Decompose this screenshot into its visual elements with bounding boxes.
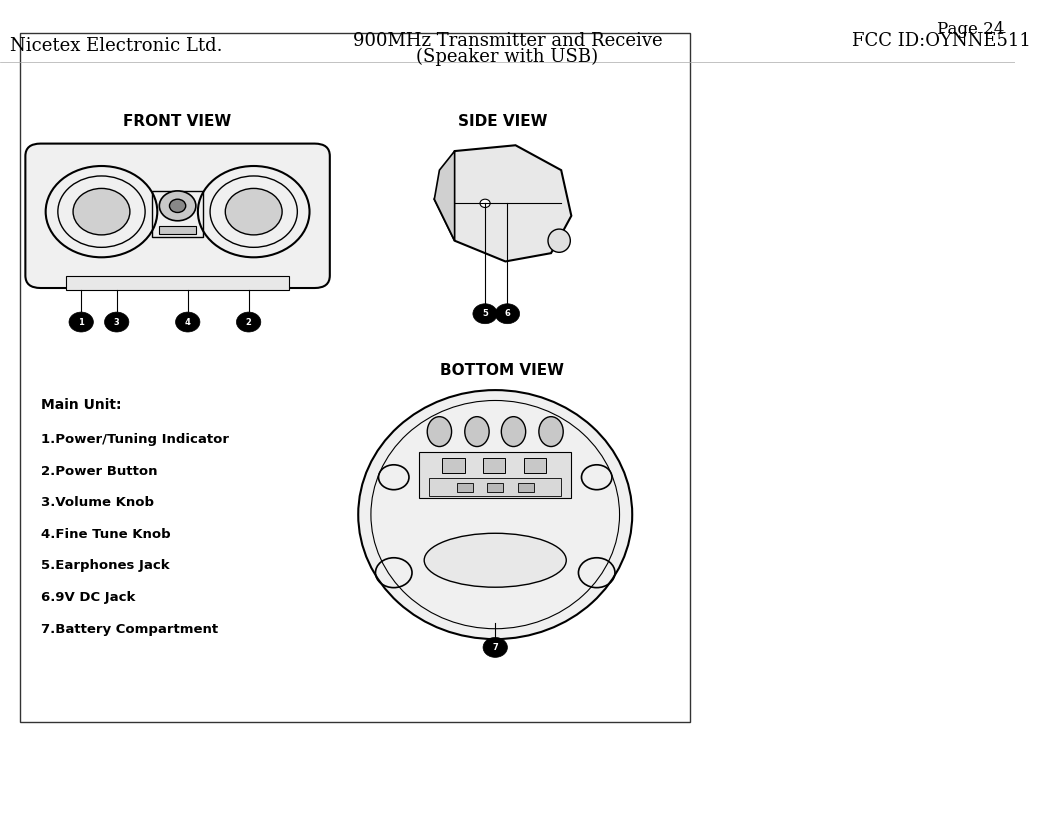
Circle shape <box>237 312 261 332</box>
Text: SIDE VIEW: SIDE VIEW <box>458 114 547 129</box>
Text: 7: 7 <box>493 643 498 652</box>
Ellipse shape <box>548 229 570 252</box>
Circle shape <box>175 312 200 332</box>
Circle shape <box>483 637 508 657</box>
Circle shape <box>225 188 282 235</box>
Text: FRONT VIEW: FRONT VIEW <box>123 114 232 129</box>
Ellipse shape <box>358 390 632 639</box>
Polygon shape <box>434 151 455 241</box>
Bar <box>517 483 534 492</box>
Text: 2.Power Button: 2.Power Button <box>40 465 157 478</box>
Ellipse shape <box>501 417 526 447</box>
Text: 5: 5 <box>482 310 489 318</box>
Text: 1.Power/Tuning Indicator: 1.Power/Tuning Indicator <box>40 433 228 447</box>
Bar <box>66 276 289 290</box>
Text: Nicetex Electronic Ltd.: Nicetex Electronic Ltd. <box>11 37 223 56</box>
Bar <box>152 191 203 237</box>
Circle shape <box>73 188 130 235</box>
Circle shape <box>480 199 491 208</box>
Ellipse shape <box>427 417 451 447</box>
Text: (Speaker with USB): (Speaker with USB) <box>416 47 599 66</box>
Circle shape <box>495 304 519 324</box>
Text: 7.Battery Compartment: 7.Battery Compartment <box>40 622 218 636</box>
Text: 5.Earphones Jack: 5.Earphones Jack <box>40 559 169 573</box>
Bar <box>419 452 571 498</box>
Ellipse shape <box>465 417 490 447</box>
Circle shape <box>473 304 497 324</box>
Text: 3: 3 <box>114 318 120 326</box>
Text: 900MHz Transmitter and Receive: 900MHz Transmitter and Receive <box>353 32 663 50</box>
Ellipse shape <box>538 417 563 447</box>
Bar <box>457 483 473 492</box>
Bar <box>483 458 506 473</box>
Text: Page 24: Page 24 <box>938 21 1005 37</box>
Text: 4: 4 <box>185 318 191 326</box>
Circle shape <box>159 191 195 221</box>
Bar <box>429 478 561 496</box>
Circle shape <box>170 199 186 212</box>
Text: 1: 1 <box>79 318 84 326</box>
Polygon shape <box>434 145 571 261</box>
Circle shape <box>104 312 129 332</box>
Bar <box>487 483 503 492</box>
Text: 6: 6 <box>504 310 511 318</box>
Text: 2: 2 <box>245 318 252 326</box>
Text: BOTTOM VIEW: BOTTOM VIEW <box>441 363 564 378</box>
Bar <box>20 33 690 722</box>
Text: 3.Volume Knob: 3.Volume Knob <box>40 496 154 510</box>
Circle shape <box>69 312 93 332</box>
Text: FCC ID:OYNNE511: FCC ID:OYNNE511 <box>853 32 1031 50</box>
Text: Main Unit:: Main Unit: <box>40 398 121 413</box>
FancyBboxPatch shape <box>25 144 330 288</box>
Bar <box>524 458 546 473</box>
Text: 6.9V DC Jack: 6.9V DC Jack <box>40 591 135 604</box>
Text: 4.Fine Tune Knob: 4.Fine Tune Knob <box>40 528 170 541</box>
Bar <box>443 458 465 473</box>
Bar <box>159 226 195 234</box>
Ellipse shape <box>424 533 566 588</box>
